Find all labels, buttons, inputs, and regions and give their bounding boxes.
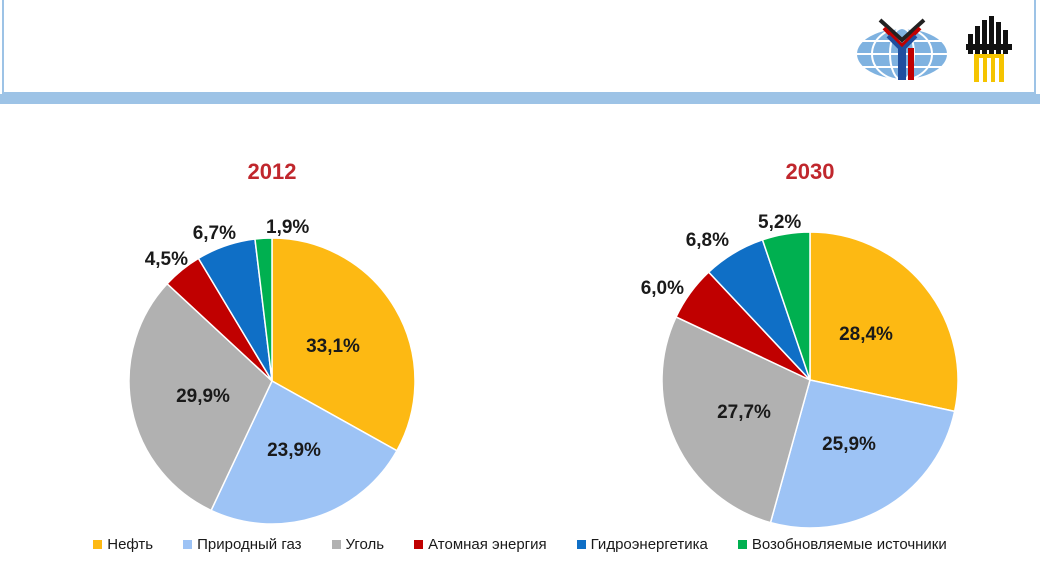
legend-swatch — [576, 539, 586, 549]
legend-label: Атомная энергия — [428, 535, 547, 553]
legend-label: Нефть — [107, 535, 154, 553]
chart-title: 2030 — [786, 159, 835, 184]
chart-legend: Нефть Природный газ Уголь Атомная энергия Ги… — [0, 533, 1040, 555]
slice-label: 6,7% — [193, 223, 236, 244]
slice-label: 28,4% — [839, 324, 893, 345]
slice-label: 23,9% — [267, 440, 321, 461]
pie-slice — [761, 231, 811, 381]
pie-slice — [809, 231, 959, 413]
slice-label: 4,5% — [145, 249, 188, 270]
pie-chart-2030: 2030 28,4% 25,9% 27,7% 6,0% 6,8% 5,2% — [641, 159, 959, 529]
pie-slice — [769, 379, 956, 529]
pie-slice — [128, 282, 273, 512]
legend-label: Природный газ — [197, 535, 302, 553]
legend-label: Уголь — [345, 535, 385, 553]
chart-title: 2012 — [248, 159, 297, 184]
legend-item: Природный газ — [183, 535, 302, 553]
legend-item: Нефть — [93, 536, 153, 553]
institute-globe-logo — [855, 18, 949, 81]
slice-label: 1,9% — [266, 217, 309, 238]
header-accent-bar — [0, 94, 1040, 104]
slice-label: 29,9% — [176, 386, 230, 407]
pie-slice — [271, 237, 416, 452]
legend-item: Атомная энергия — [414, 536, 547, 553]
pie-slice — [254, 237, 273, 382]
slice-label: 27,7% — [717, 402, 771, 423]
slice-label: 6,0% — [641, 278, 684, 299]
pie-slice — [661, 315, 811, 524]
legend-swatch — [737, 539, 747, 549]
legend-label: Возобновляемые источники — [751, 535, 947, 553]
pie-slice — [210, 379, 398, 525]
legend-swatch — [93, 539, 103, 549]
slice-label: 5,2% — [758, 212, 801, 233]
slice-label: 33,1% — [306, 336, 360, 357]
rosneft-logo — [966, 16, 1012, 82]
legend-label: Гидроэнергетика — [590, 535, 708, 553]
legend-swatch — [183, 539, 193, 549]
slice-label: 25,9% — [822, 434, 876, 455]
pie-chart-2012: 2012 33,1% 23,9% 29,9% 4,5%6,7% 1,9% — [128, 159, 416, 525]
legend-item: Уголь — [331, 535, 385, 553]
legend-swatch — [414, 539, 424, 549]
slice-label: 6,8% — [686, 230, 729, 251]
legend-swatch — [331, 539, 341, 549]
legend-item: Возобновляемые источники — [737, 535, 947, 553]
legend-item: Гидроэнергетика — [576, 535, 708, 553]
